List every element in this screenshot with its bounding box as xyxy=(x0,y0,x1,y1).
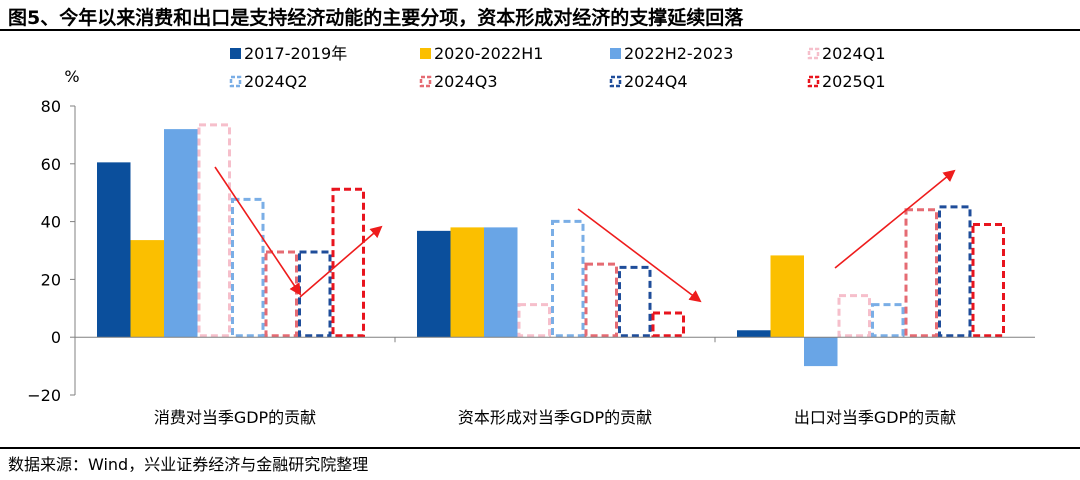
source-rule xyxy=(0,447,1080,449)
trend-arrow xyxy=(214,166,302,296)
legend-swatch xyxy=(419,75,432,88)
y-tick-label: −20 xyxy=(27,386,61,405)
bar xyxy=(938,205,972,338)
legend-label: 2022H2-2023 xyxy=(624,44,733,63)
bar xyxy=(618,265,652,338)
page-title: 图5、今年以来消费和出口是支持经济动能的主要分项，资本形成对经济的支撑延续回落 xyxy=(8,7,744,29)
bar xyxy=(904,208,938,338)
source-note: 数据来源：Wind，兴业证券经济与金融研究院整理 xyxy=(8,455,369,474)
legend-swatch xyxy=(420,48,431,59)
legend-label: 2024Q2 xyxy=(244,72,308,91)
x-category-label: 资本形成对当季GDP的贡献 xyxy=(458,408,652,427)
trend-arrow xyxy=(834,169,956,269)
y-tick-label: 60 xyxy=(41,155,61,174)
bar xyxy=(551,219,585,338)
bar xyxy=(197,123,231,338)
trend-arrow xyxy=(577,208,702,303)
bar xyxy=(651,311,685,338)
y-tick-label: 40 xyxy=(41,213,61,232)
bar xyxy=(837,294,871,338)
bar xyxy=(331,187,365,338)
legend-swatch xyxy=(610,48,621,59)
bar xyxy=(484,227,518,338)
legend-swatch xyxy=(230,48,241,59)
legend-label: 2020-2022H1 xyxy=(434,44,543,63)
y-tick-label: 0 xyxy=(51,328,61,347)
legend-swatch xyxy=(609,75,622,88)
legend-label: 2024Q4 xyxy=(624,72,688,91)
y-unit-label: % xyxy=(64,67,79,86)
legend-swatch xyxy=(229,75,242,88)
bar xyxy=(450,227,484,338)
contribution-bar-chart: −20 0 20 40 60 80% 消费对当季GDP的贡献 资本形成对当季GDP的贡献 出口对… xyxy=(27,44,1035,427)
x-category-label: 出口对当季GDP的贡献 xyxy=(794,408,956,427)
bar xyxy=(298,250,332,338)
legend-swatch xyxy=(807,75,820,88)
legend-swatch xyxy=(807,47,820,60)
legend-label: 2024Q1 xyxy=(822,44,886,63)
bar xyxy=(231,197,265,338)
legend-label: 2017-2019年 xyxy=(244,44,347,63)
bar xyxy=(770,255,804,338)
trend-arrow xyxy=(299,225,383,298)
bar xyxy=(130,240,164,338)
bar xyxy=(971,223,1005,338)
x-category-label: 消费对当季GDP的贡献 xyxy=(154,408,316,427)
title-rule xyxy=(0,29,1080,31)
legend-label: 2025Q1 xyxy=(822,72,886,91)
bar xyxy=(804,337,838,367)
bar xyxy=(871,303,905,338)
bar xyxy=(584,262,618,338)
bar xyxy=(417,230,451,338)
bar xyxy=(737,330,771,338)
y-tick-label: 80 xyxy=(41,97,61,116)
bar xyxy=(164,129,198,338)
legend-label: 2024Q3 xyxy=(434,72,498,91)
y-tick-label: 20 xyxy=(41,270,61,289)
bar xyxy=(97,162,131,338)
bar xyxy=(517,303,551,338)
